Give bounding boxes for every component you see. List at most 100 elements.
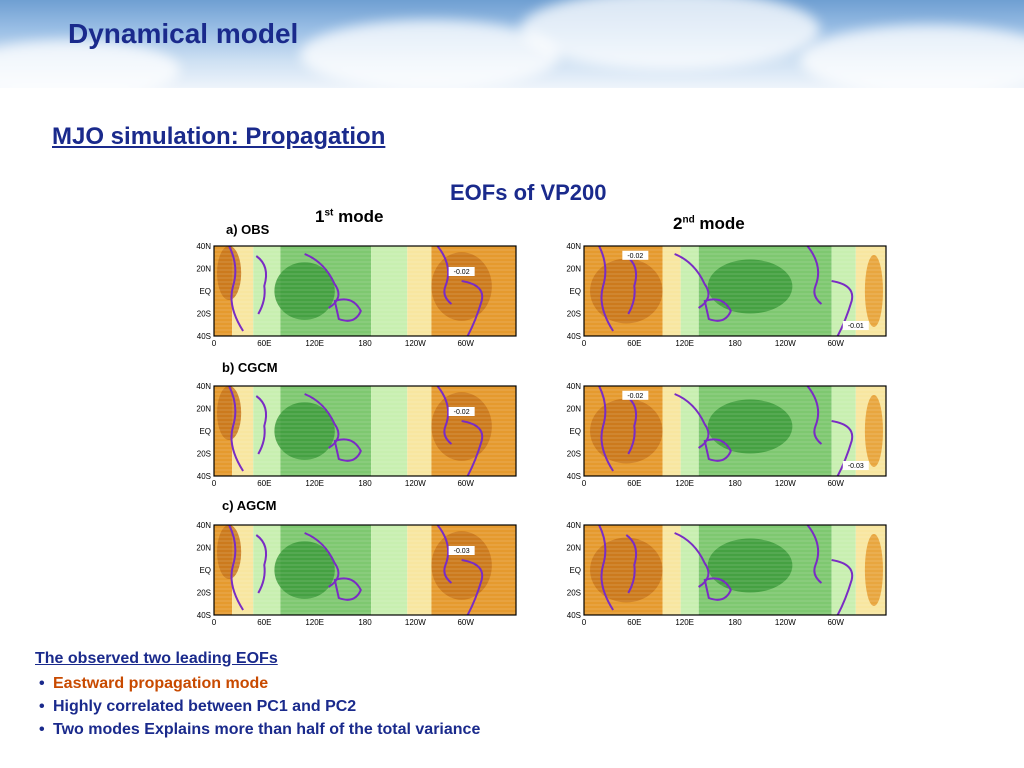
contour-blob [431,531,492,600]
contour-blob [217,525,242,579]
coastline [625,395,638,455]
contour-band [407,525,432,615]
coastline [598,386,614,472]
row-label-agcm: c) AGCM [222,498,277,513]
contour-blob [707,399,793,454]
row-label-obs: a) OBS [226,222,270,237]
contour-band [371,246,408,336]
lat-tick-label: 40S [197,611,211,620]
contour-blob [707,259,793,314]
coastline [461,280,484,336]
lon-tick-label: 120W [405,339,426,348]
lat-tick-label: 20N [566,544,581,553]
lat-tick-label: 20N [196,544,211,553]
contour-blob [431,392,492,461]
lon-tick-label: 120W [405,618,426,627]
contour-value-label: -0.02 [454,269,470,276]
lat-tick-label: 20S [197,450,211,459]
lat-tick-label: EQ [199,566,211,575]
coastline [461,420,484,476]
contour-blob [864,255,883,327]
notes-list: • Eastward propagation mode • Highly corre… [35,672,480,741]
contour-blob [590,537,663,603]
lon-tick-label: 0 [582,339,587,348]
slide-title: Dynamical model [68,18,299,49]
coastline [436,525,453,584]
lat-tick-label: 40S [197,332,211,341]
figure-title: EOFs of VP200 [450,180,607,205]
contour-blob [864,395,883,467]
coastline [436,386,453,445]
coastline [333,577,362,601]
contour-value-label: -0.02 [454,409,470,416]
map-border [583,524,887,616]
lon-tick-label: 60W [457,618,474,627]
lat-tick-label: 40N [566,242,581,251]
coastline [831,559,854,615]
lat-tick-label: 20N [196,405,211,414]
lat-tick-label: EQ [569,566,581,575]
contour-blob [274,541,335,599]
contour-label-bg [448,267,475,276]
lon-tick-label: 60E [257,339,271,348]
lat-tick-label: 20S [567,589,581,598]
lon-tick-label: 60E [627,339,641,348]
map-border [213,245,517,337]
contour-value-label: -0.01 [848,323,864,330]
contour-label-bg [842,321,869,330]
contour-blob [431,252,492,321]
coastline [436,246,453,305]
coastline [806,525,823,584]
note-item: • Highly correlated between PC1 and PC2 [35,695,480,718]
lat-tick-label: 40S [567,472,581,481]
coastline [333,298,362,322]
row-label-cgcm: b) CGCM [222,360,278,375]
lon-tick-label: 120E [305,479,324,488]
contour-label-bg [622,390,649,400]
lon-tick-label: 0 [212,618,217,627]
coastline [228,525,244,611]
coastline [255,534,268,594]
coastline [703,438,732,462]
lon-tick-label: 180 [358,618,372,627]
lat-tick-label: 40S [197,472,211,481]
lon-tick-label: 120E [305,339,324,348]
note-item: • Eastward propagation mode [35,672,480,695]
contour-blob [274,402,335,460]
lon-tick-label: 180 [728,339,742,348]
coastline [625,534,638,594]
coastline [255,255,268,315]
lon-tick-label: 120E [675,618,694,627]
lat-tick-label: 40S [567,611,581,620]
contour-label-bg [842,461,869,470]
coastline [806,246,823,305]
lat-tick-label: 40N [566,521,581,530]
contour-band [662,386,681,476]
contour-value-label: -0.02 [627,393,643,400]
lat-tick-label: 40N [196,521,211,530]
lat-tick-label: 20N [566,265,581,274]
lat-tick-label: 20S [567,450,581,459]
contour-band [407,246,432,336]
eof-panel-cgcm-mode1: 40N 20N EQ 20S 40S 0 60E 120E 180 120W 60W -0.02 [190,380,520,500]
lon-tick-label: 60E [257,479,271,488]
contour-blob [274,262,335,320]
contour-label-bg [448,407,475,416]
bullet-icon: • [39,698,45,715]
coastline [333,438,362,462]
contour-band [407,386,432,476]
header-banner: Dynamical model [0,0,1024,88]
coastline [598,525,614,611]
coastline [703,298,732,322]
coastline [228,246,244,332]
coastline [625,255,638,315]
lon-tick-label: 120W [405,479,426,488]
lat-tick-label: 20N [196,265,211,274]
coastline [598,246,614,332]
lon-tick-label: 120W [775,339,796,348]
eof-panel-cgcm-mode2: 40N 20N EQ 20S 40S 0 60E 120E 180 120W 60W -0.02 -0.… [560,380,890,500]
